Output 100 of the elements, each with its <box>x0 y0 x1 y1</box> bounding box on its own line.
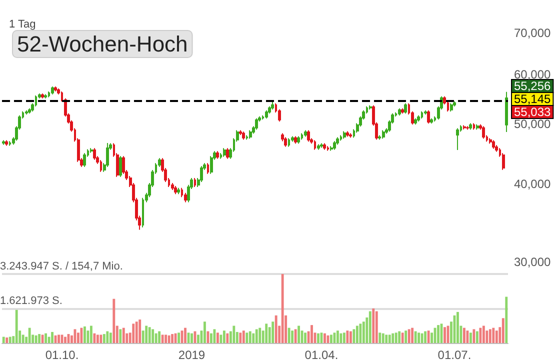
bar <box>372 308 375 343</box>
bar <box>226 333 229 343</box>
bar <box>132 324 135 343</box>
bar <box>15 310 18 343</box>
bar <box>252 333 255 343</box>
bar <box>456 312 459 343</box>
bar <box>100 334 102 343</box>
bar <box>119 329 122 343</box>
candlestick <box>265 110 268 120</box>
bar <box>502 318 504 343</box>
bar <box>356 326 358 343</box>
candlestick <box>271 100 274 110</box>
bar <box>437 325 440 343</box>
chart-title: 1 Tag <box>9 18 36 30</box>
candlestick <box>294 136 297 144</box>
candlestick <box>369 104 372 110</box>
ref-line-label: 1.621.973 S. <box>0 295 62 307</box>
bar <box>93 333 96 343</box>
candlestick <box>430 118 433 124</box>
bar <box>388 334 391 343</box>
bar <box>272 322 274 343</box>
bar <box>281 274 284 343</box>
text: 55,145 <box>514 92 552 106</box>
bar <box>444 327 446 343</box>
candlestick <box>242 131 245 140</box>
candlestick <box>307 130 310 142</box>
x-tick-label: 01.07. <box>438 348 472 362</box>
bar <box>368 311 372 343</box>
candlestick <box>333 140 336 150</box>
candlestick <box>378 134 381 140</box>
bar <box>41 334 44 343</box>
bar <box>168 335 170 343</box>
bar <box>255 329 258 343</box>
bar <box>469 332 472 343</box>
text: 55,033 <box>514 105 552 120</box>
candlestick <box>83 152 86 168</box>
bar <box>239 332 242 343</box>
candlestick <box>51 86 54 95</box>
candlestick <box>297 136 300 144</box>
bar <box>258 328 262 343</box>
bar <box>197 334 200 343</box>
bar <box>232 326 236 343</box>
candlestick <box>304 130 307 138</box>
bar <box>488 329 492 343</box>
bar <box>152 329 154 343</box>
bar <box>178 332 180 343</box>
candlestick <box>171 182 174 191</box>
candlestick <box>489 138 492 144</box>
bar <box>34 335 38 343</box>
bar <box>408 329 410 343</box>
candlestick <box>44 94 47 99</box>
candlestick <box>5 140 8 146</box>
candlestick <box>401 108 404 114</box>
candlestick <box>2 140 5 146</box>
bar <box>38 334 41 343</box>
candlestick <box>25 110 28 115</box>
candlestick <box>184 192 187 203</box>
bar <box>310 325 313 343</box>
bar <box>378 332 382 343</box>
bar <box>2 336 5 343</box>
bar <box>505 296 508 343</box>
candlestick <box>317 144 320 150</box>
bar <box>184 328 186 343</box>
candlestick <box>427 110 430 124</box>
bar <box>161 334 164 343</box>
bar <box>495 330 498 343</box>
y-tick-label: 60,000 <box>514 68 552 82</box>
bar <box>382 333 384 343</box>
bar <box>28 328 31 343</box>
bar <box>112 298 116 343</box>
candlestick <box>223 148 226 158</box>
bar <box>109 332 112 343</box>
candlestick <box>93 148 96 160</box>
candlestick <box>177 187 180 195</box>
bar <box>210 333 212 343</box>
bar <box>330 334 332 343</box>
candlestick <box>41 92 44 99</box>
bar <box>336 330 339 343</box>
y-tick-label: 40,000 <box>514 177 552 192</box>
x-tick-label: 01.10. <box>45 348 79 362</box>
candlestick <box>343 130 346 140</box>
candlestick <box>323 142 326 150</box>
bar <box>83 326 86 343</box>
bar <box>317 333 320 343</box>
y-tick-label: 30,000 <box>514 255 552 269</box>
text: 55,256 <box>514 79 552 94</box>
bar <box>102 334 106 343</box>
bar <box>8 336 12 343</box>
bar <box>246 332 248 343</box>
bar <box>265 324 268 343</box>
candlestick <box>249 130 252 140</box>
bar <box>44 333 48 343</box>
candlestick <box>226 148 229 160</box>
candlestick <box>291 136 294 142</box>
bar <box>352 329 356 343</box>
bar <box>392 333 394 343</box>
candlestick <box>28 108 31 114</box>
candlestick <box>505 91 508 132</box>
bar <box>154 333 158 343</box>
candlestick <box>456 128 459 151</box>
